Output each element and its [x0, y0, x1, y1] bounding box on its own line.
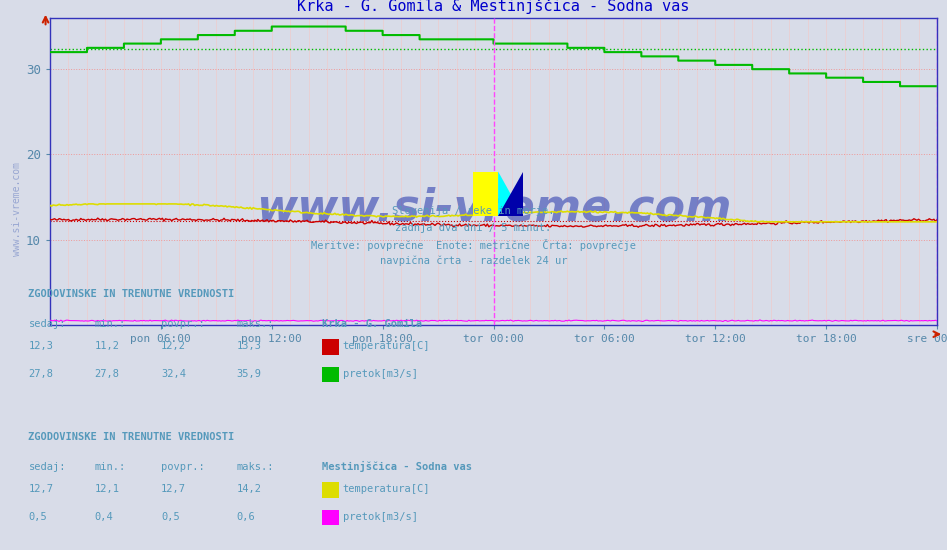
Polygon shape [474, 172, 498, 216]
Text: Meritve: povprečne  Enote: metrične  Črta: povprečje: Meritve: povprečne Enote: metrične Črta:… [311, 239, 636, 251]
Text: www.si-vreme.com: www.si-vreme.com [12, 162, 22, 256]
Text: temperatura[C]: temperatura[C] [343, 484, 430, 494]
Text: ZGODOVINSKE IN TRENUTNE VREDNOSTI: ZGODOVINSKE IN TRENUTNE VREDNOSTI [28, 432, 235, 442]
Text: www.si-vreme.com: www.si-vreme.com [256, 187, 731, 230]
Text: 27,8: 27,8 [28, 368, 53, 379]
Text: Mestinjščica - Sodna vas: Mestinjščica - Sodna vas [322, 461, 472, 472]
Text: 11,2: 11,2 [95, 341, 119, 351]
Text: zadnja dva dni / 5 minut.: zadnja dva dni / 5 minut. [396, 223, 551, 233]
Text: 0,4: 0,4 [95, 512, 114, 522]
Text: 27,8: 27,8 [95, 368, 119, 379]
Text: ZGODOVINSKE IN TRENUTNE VREDNOSTI: ZGODOVINSKE IN TRENUTNE VREDNOSTI [28, 289, 235, 299]
Text: povpr.:: povpr.: [161, 462, 205, 472]
Polygon shape [474, 172, 498, 216]
Text: navpična črta - razdelek 24 ur: navpična črta - razdelek 24 ur [380, 256, 567, 266]
Text: 12,3: 12,3 [28, 341, 53, 351]
Text: maks.:: maks.: [237, 319, 275, 329]
Text: 32,4: 32,4 [161, 368, 186, 379]
Text: 12,1: 12,1 [95, 484, 119, 494]
Polygon shape [498, 172, 523, 216]
Text: 12,2: 12,2 [161, 341, 186, 351]
Text: 12,7: 12,7 [28, 484, 53, 494]
Text: min.:: min.: [95, 319, 126, 329]
Text: pretok[m3/s]: pretok[m3/s] [343, 512, 418, 522]
Text: sedaj:: sedaj: [28, 462, 66, 472]
Text: 14,2: 14,2 [237, 484, 261, 494]
Text: Krka - G. Gomila: Krka - G. Gomila [322, 319, 422, 329]
Text: 0,5: 0,5 [161, 512, 180, 522]
Text: povpr.:: povpr.: [161, 319, 205, 329]
Text: maks.:: maks.: [237, 462, 275, 472]
Text: sedaj:: sedaj: [28, 319, 66, 329]
Text: 13,3: 13,3 [237, 341, 261, 351]
Polygon shape [498, 172, 523, 216]
Text: pretok[m3/s]: pretok[m3/s] [343, 368, 418, 379]
Text: min.:: min.: [95, 462, 126, 472]
Text: 12,7: 12,7 [161, 484, 186, 494]
Text: temperatura[C]: temperatura[C] [343, 341, 430, 351]
Text: 0,6: 0,6 [237, 512, 256, 522]
Text: Slovenija / reke in morje.: Slovenija / reke in morje. [392, 206, 555, 216]
Title: Krka - G. Gomila & Mestinjščica - Sodna vas: Krka - G. Gomila & Mestinjščica - Sodna … [297, 0, 689, 14]
Text: 0,5: 0,5 [28, 512, 47, 522]
Text: 35,9: 35,9 [237, 368, 261, 379]
